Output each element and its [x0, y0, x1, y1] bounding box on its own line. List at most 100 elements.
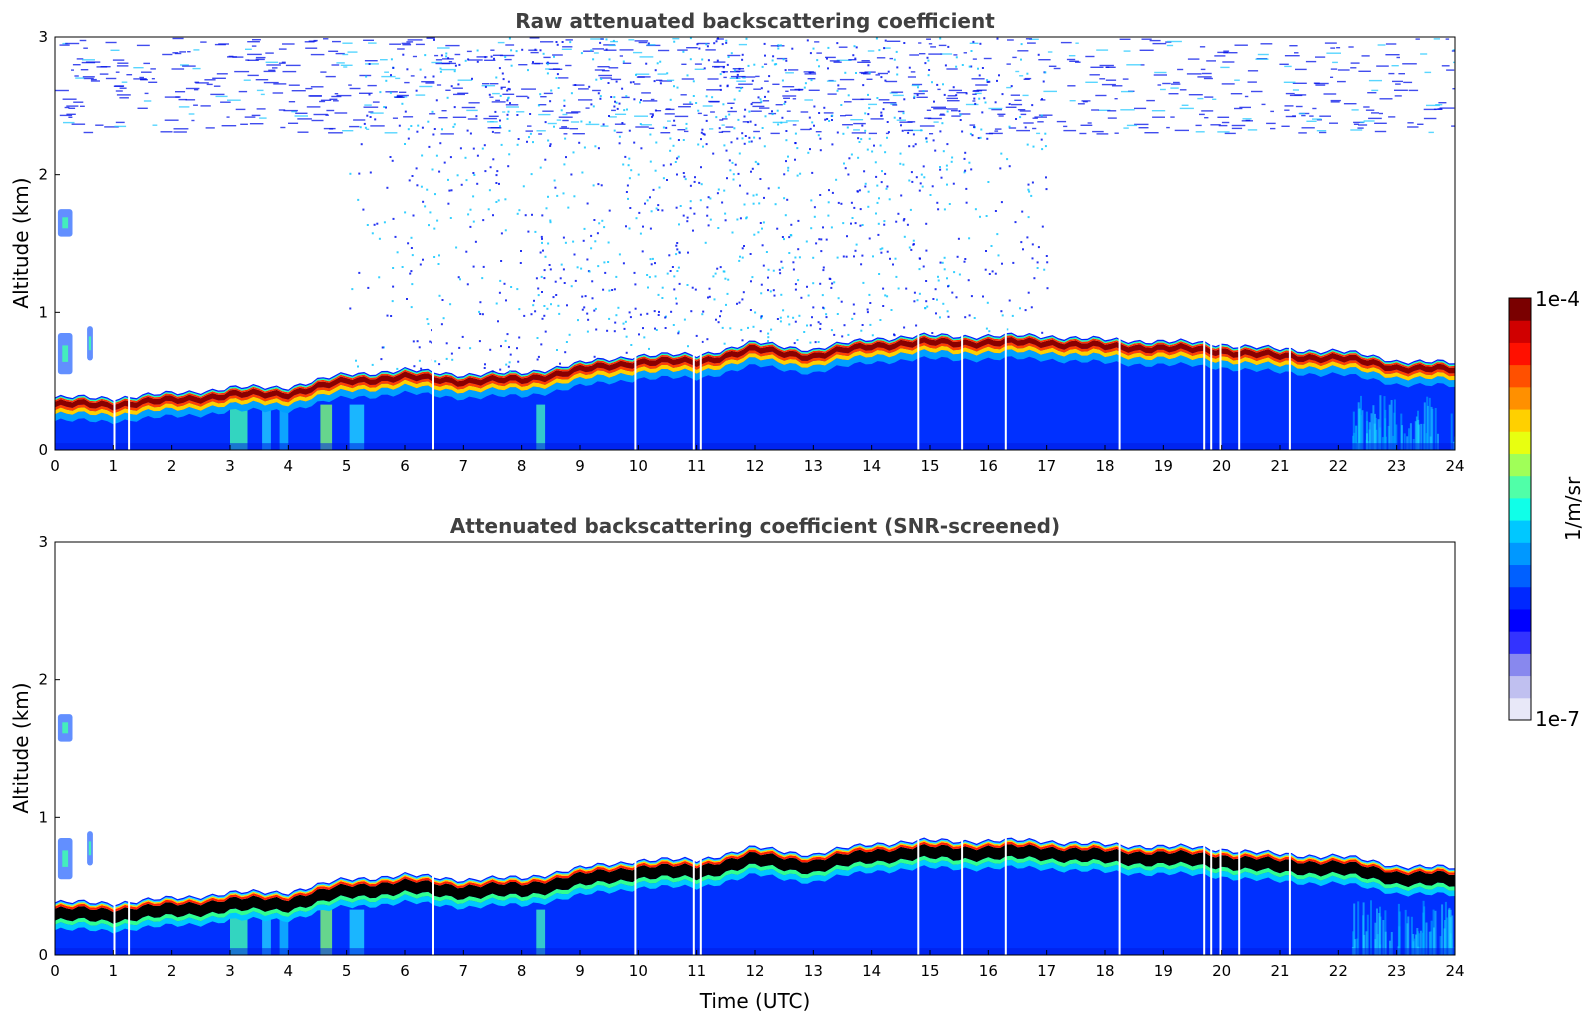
- raw-noise-speckle: [634, 115, 648, 117]
- raw-noise-speckle: [418, 359, 421, 362]
- raw-noise-speckle: [593, 355, 596, 358]
- raw-noise-speckle: [546, 62, 559, 65]
- raw-noise-speckle: [1040, 114, 1043, 117]
- raw-noise-speckle: [639, 101, 641, 104]
- raw-noise-speckle: [381, 75, 396, 78]
- raw-noise-speckle: [827, 93, 837, 95]
- raw-noise-speckle: [634, 83, 641, 85]
- raw-noise-speckle: [1446, 69, 1455, 71]
- raw-noise-speckle: [708, 295, 711, 298]
- raw-noise-speckle: [735, 70, 745, 72]
- raw-x-tick-label: 8: [517, 457, 527, 475]
- raw-noise-speckle: [510, 49, 513, 52]
- raw-noise-speckle: [573, 195, 576, 198]
- raw-noise-speckle: [487, 127, 502, 129]
- raw-noise-speckle: [810, 227, 813, 230]
- raw-noise-speckle: [1027, 188, 1030, 191]
- raw-noise-speckle: [809, 341, 812, 344]
- raw-noise-speckle: [754, 123, 757, 126]
- raw-noise-speckle: [592, 105, 595, 108]
- raw-noise-speckle: [660, 132, 671, 134]
- raw-noise-speckle: [1371, 112, 1379, 114]
- raw-noise-speckle: [406, 68, 409, 71]
- raw-noise-speckle: [594, 240, 597, 243]
- raw-noise-speckle: [563, 99, 566, 102]
- raw-noise-speckle: [705, 49, 716, 51]
- raw-noise-speckle: [983, 97, 986, 100]
- raw-noise-speckle: [556, 194, 559, 197]
- raw-noise-speckle: [744, 108, 747, 111]
- raw-noise-speckle: [509, 370, 512, 372]
- raw-noise-speckle: [325, 75, 336, 78]
- screened-aerosol-streak: [1376, 908, 1378, 955]
- raw-noise-speckle: [726, 63, 729, 66]
- raw-noise-speckle: [421, 126, 424, 129]
- raw-noise-speckle: [539, 166, 542, 169]
- raw-noise-speckle: [547, 195, 549, 198]
- raw-noise-speckle: [815, 242, 818, 245]
- raw-x-tick-label: 13: [804, 457, 823, 475]
- raw-noise-speckle: [305, 47, 318, 49]
- raw-noise-speckle: [727, 102, 735, 104]
- raw-noise-speckle: [685, 122, 688, 125]
- raw-noise-speckle: [723, 270, 726, 273]
- raw-noise-speckle: [445, 44, 460, 47]
- raw-noise-speckle: [638, 211, 641, 214]
- raw-noise-speckle: [621, 122, 624, 124]
- raw-noise-speckle: [913, 92, 925, 95]
- raw-noise-speckle: [709, 128, 714, 130]
- raw-noise-speckle: [758, 202, 761, 205]
- raw-noise-speckle: [774, 203, 777, 206]
- raw-noise-speckle: [762, 221, 765, 224]
- raw-noise-speckle: [559, 127, 570, 129]
- raw-noise-speckle: [374, 118, 377, 121]
- raw-noise-speckle: [675, 297, 677, 300]
- raw-noise-speckle: [1407, 122, 1414, 124]
- raw-noise-speckle: [639, 313, 642, 316]
- raw-noise-speckle: [1247, 129, 1258, 131]
- raw-noise-speckle: [770, 328, 773, 331]
- raw-noise-speckle: [604, 271, 607, 274]
- raw-noise-speckle: [1306, 120, 1317, 122]
- raw-aerosol-streak: [1366, 433, 1368, 450]
- raw-noise-speckle: [415, 167, 418, 170]
- raw-noise-speckle: [62, 42, 68, 45]
- raw-noise-speckle: [963, 52, 967, 54]
- raw-noise-speckle: [922, 90, 925, 93]
- raw-noise-speckle: [953, 271, 956, 274]
- raw-noise-speckle: [471, 77, 473, 80]
- raw-noise-speckle: [1099, 78, 1106, 80]
- raw-noise-speckle: [572, 133, 585, 135]
- raw-noise-speckle: [643, 336, 646, 339]
- screened-x-tick-label: 15: [920, 962, 939, 980]
- raw-noise-speckle: [654, 169, 657, 172]
- raw-noise-speckle: [871, 334, 874, 337]
- raw-noise-speckle: [392, 267, 395, 269]
- raw-noise-speckle: [164, 119, 179, 121]
- raw-noise-speckle: [66, 105, 79, 107]
- raw-noise-speckle: [826, 118, 829, 120]
- raw-noise-speckle: [1144, 132, 1159, 134]
- raw-noise-speckle: [461, 335, 464, 338]
- raw-noise-speckle: [580, 52, 583, 55]
- raw-noise-speckle: [428, 145, 431, 148]
- raw-noise-speckle: [583, 227, 586, 230]
- raw-noise-speckle: [860, 98, 872, 100]
- raw-noise-speckle: [386, 314, 389, 317]
- raw-noise-speckle: [843, 162, 845, 165]
- raw-noise-speckle: [800, 111, 809, 113]
- raw-noise-speckle: [779, 272, 782, 275]
- raw-noise-speckle: [787, 155, 789, 158]
- raw-noise-speckle: [530, 173, 533, 176]
- raw-noise-speckle: [994, 101, 997, 104]
- raw-noise-speckle: [516, 347, 518, 350]
- raw-x-tick-label: 4: [284, 457, 294, 475]
- raw-noise-speckle: [842, 222, 845, 225]
- raw-noise-speckle: [615, 275, 618, 278]
- raw-noise-speckle: [767, 276, 769, 279]
- raw-noise-speckle: [369, 171, 372, 174]
- raw-noise-speckle: [543, 92, 553, 95]
- raw-noise-speckle: [877, 72, 888, 75]
- raw-noise-speckle: [742, 291, 745, 294]
